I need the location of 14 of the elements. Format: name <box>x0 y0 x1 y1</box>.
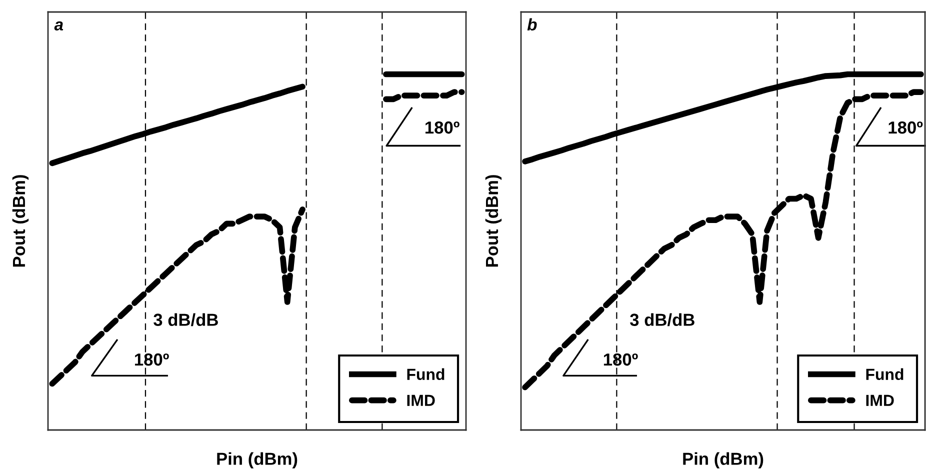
legend-label: IMD <box>407 394 435 406</box>
chart-title: a <box>54 21 64 31</box>
annotation: 3 dB/dB <box>630 313 694 326</box>
annotation: 180º <box>888 121 923 134</box>
legend-label: Fund <box>407 368 444 380</box>
x-axis-title: Pin (dBm) <box>217 452 298 468</box>
legend-label: IMD <box>866 394 894 406</box>
annotation: 180º <box>426 121 460 134</box>
y-axis-title: Pout (dBm) <box>12 175 29 267</box>
y-axis-title: Pout (dBm) <box>485 175 502 267</box>
chart-title: b <box>527 18 537 31</box>
annotation: 3 dB/dB <box>154 313 218 326</box>
x-axis-title: Pin (dBm) <box>683 452 764 468</box>
legend-label: Fund <box>866 368 904 380</box>
